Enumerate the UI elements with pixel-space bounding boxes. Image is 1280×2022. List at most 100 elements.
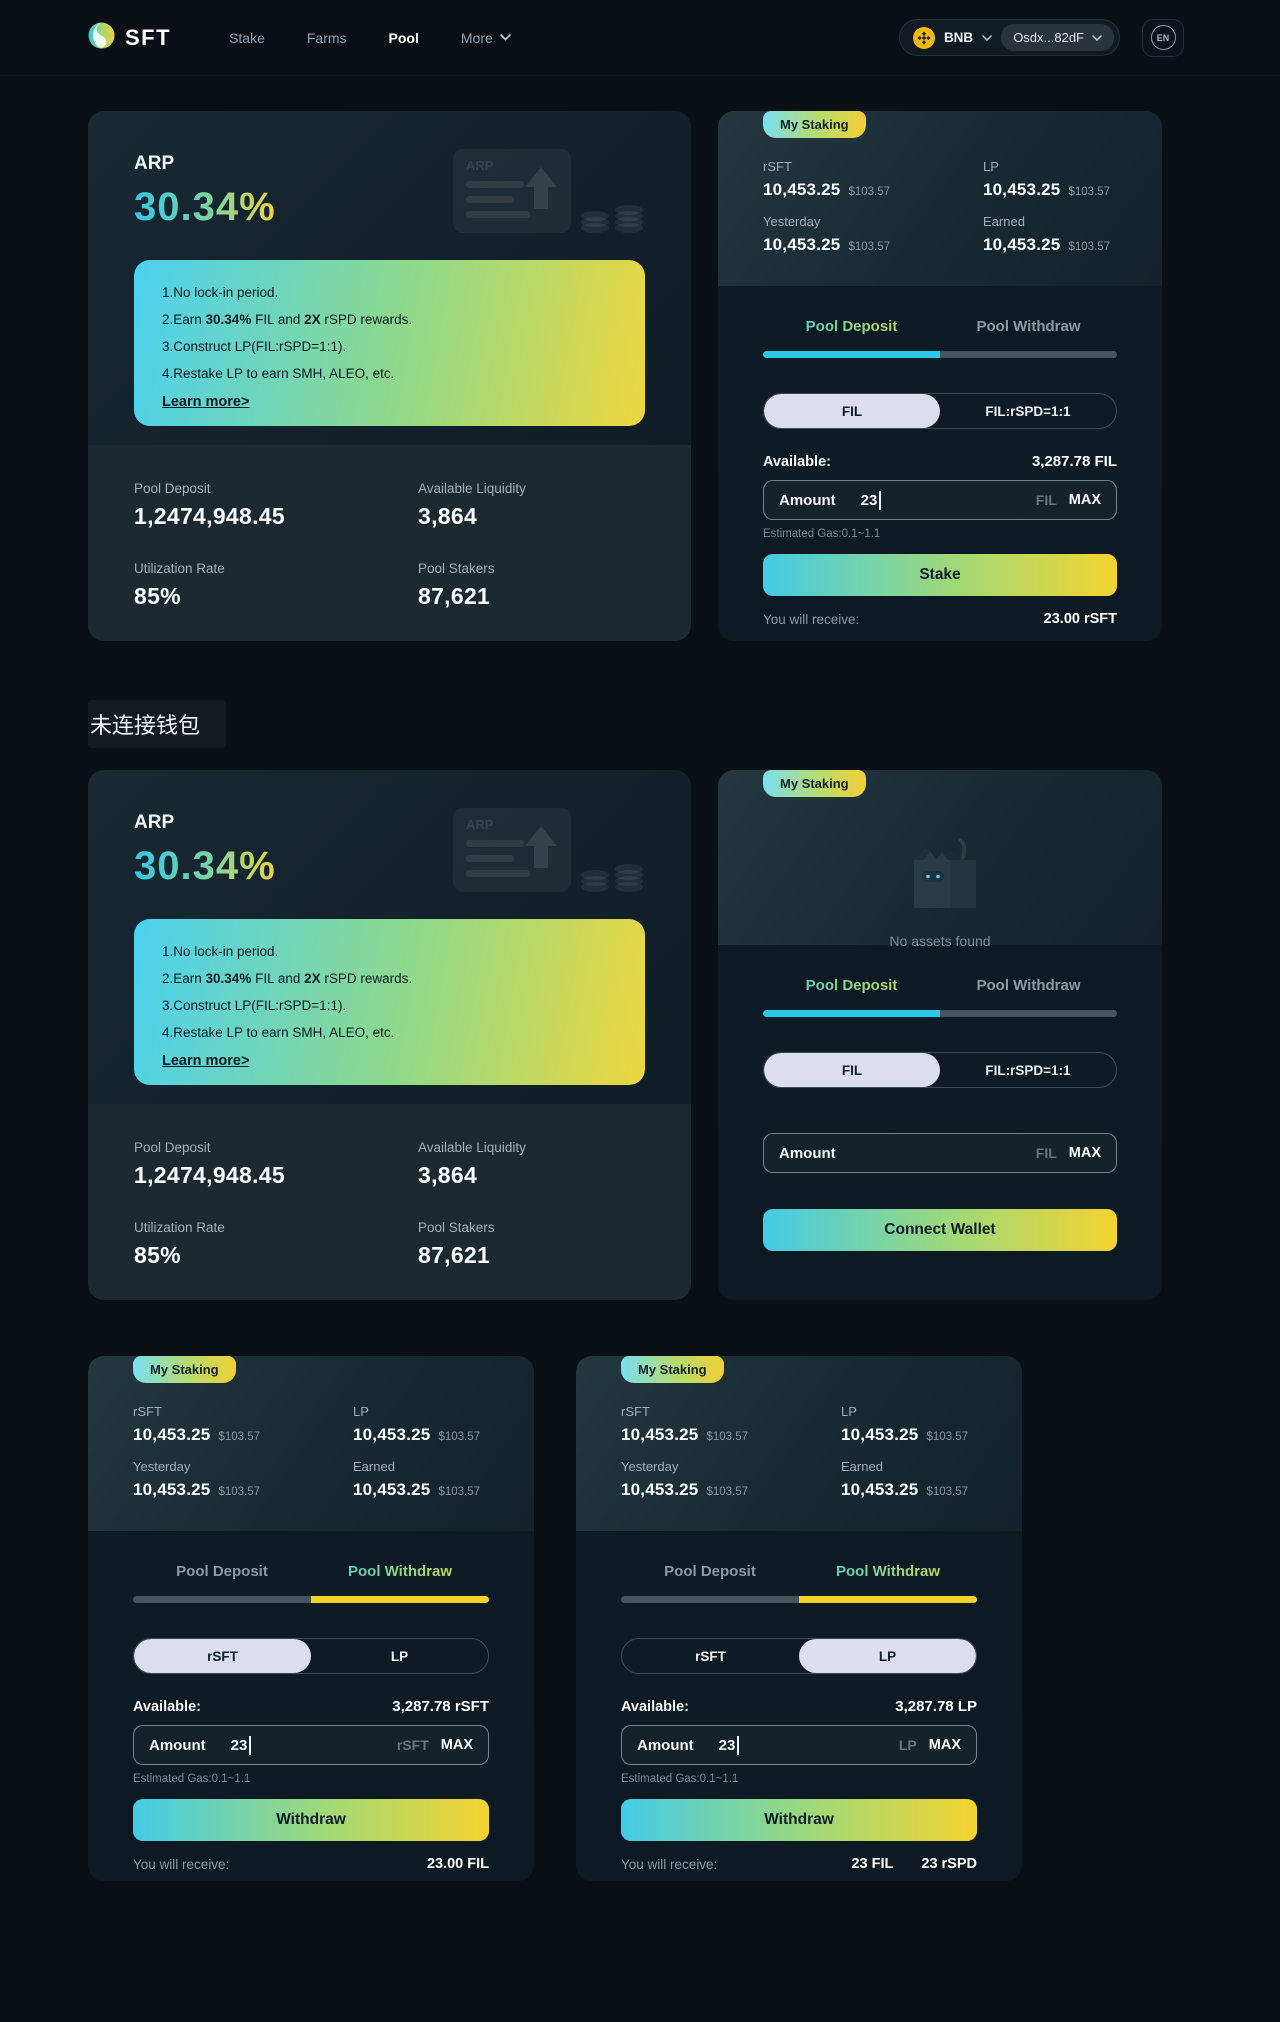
amount-value: 23 bbox=[860, 491, 878, 509]
withdraw-button[interactable]: Withdraw bbox=[133, 1799, 489, 1841]
arp-title: ARP bbox=[134, 812, 175, 833]
staking-label: rSFT bbox=[133, 1404, 162, 1419]
pool-withdraw-card-rsft: My Staking rSFT 10,453.25 $103.57 LP 10,453… bbox=[88, 1356, 534, 1881]
arp-info-card: ARP 30.34% ARP bbox=[88, 770, 691, 1300]
amount-input[interactable]: Amount 23 LP MAX bbox=[621, 1725, 977, 1765]
arp-title: ARP bbox=[134, 153, 175, 174]
my-staking-panel: My Staking rSFT 10,453.25 $103.57 LP 10,453… bbox=[576, 1356, 1022, 1531]
stat-label: Available Liquidity bbox=[418, 481, 526, 496]
amount-label: Amount bbox=[637, 1736, 694, 1754]
tab-pool-deposit[interactable]: Pool Deposit bbox=[176, 1563, 268, 1580]
my-staking-tab[interactable]: My Staking bbox=[621, 1356, 724, 1383]
chevron-down-icon bbox=[1092, 34, 1102, 41]
chevron-down-icon[interactable] bbox=[982, 34, 992, 41]
stat-value: 87,621 bbox=[418, 1242, 491, 1268]
max-button[interactable]: MAX bbox=[1068, 1145, 1101, 1161]
app-logo[interactable]: SFT bbox=[88, 22, 171, 54]
arp-illustration: ARP bbox=[453, 149, 643, 233]
arp-mini-card-label: ARP bbox=[466, 158, 494, 173]
staking-label: Earned bbox=[841, 1459, 883, 1474]
max-button[interactable]: MAX bbox=[928, 1737, 961, 1753]
staking-usd: $103.57 bbox=[438, 1486, 481, 1498]
staking-value: 10,453.25 bbox=[763, 180, 841, 199]
connect-wallet-button[interactable]: Connect Wallet bbox=[763, 1209, 1117, 1251]
language-button[interactable]: EN bbox=[1142, 18, 1184, 57]
stat-label: Pool Deposit bbox=[134, 1140, 211, 1155]
toggle-rsft[interactable]: rSFT bbox=[134, 1639, 311, 1673]
nav-item-pool[interactable]: Pool bbox=[388, 29, 419, 46]
tab-pool-deposit[interactable]: Pool Deposit bbox=[763, 318, 940, 335]
pool-deposit-card: My Staking rSFT 10,453.25 $103.57 LP 10,453… bbox=[718, 111, 1162, 641]
available-label: Available: bbox=[621, 1698, 689, 1715]
staking-usd: $103.57 bbox=[1068, 186, 1111, 198]
tab-pool-withdraw[interactable]: Pool Withdraw bbox=[311, 1563, 489, 1580]
learn-more-link[interactable]: Learn more> bbox=[162, 394, 250, 410]
stat-value: 85% bbox=[134, 583, 181, 609]
stat-value: 85% bbox=[134, 1242, 181, 1268]
staking-label: LP bbox=[841, 1404, 857, 1419]
staking-usd: $103.57 bbox=[706, 1486, 749, 1498]
toggle-fil[interactable]: FIL bbox=[764, 1053, 940, 1087]
stat-label: Available Liquidity bbox=[418, 1140, 526, 1155]
arp-rate: 30.34% bbox=[134, 185, 276, 229]
staking-label: rSFT bbox=[763, 159, 792, 174]
available-value: 3,287.78 FIL bbox=[1031, 453, 1117, 470]
my-staking-tab[interactable]: My Staking bbox=[763, 111, 866, 138]
empty-state-text: No assets found bbox=[889, 933, 991, 949]
section-note: 未连接钱包 bbox=[88, 700, 226, 748]
stat-label: Utilization Rate bbox=[134, 1220, 225, 1235]
toggle-fil[interactable]: FIL bbox=[764, 394, 940, 428]
benefit-line-2: 2.Earn 30.34% FIL and 2X rSPD rewards. bbox=[162, 312, 413, 327]
amount-label: Amount bbox=[779, 1144, 836, 1162]
stake-button[interactable]: Stake bbox=[763, 554, 1117, 596]
pool-stats: Pool Deposit 1,2474,948.45 Available Liqu… bbox=[88, 1104, 691, 1300]
tab-pool-withdraw[interactable]: Pool Withdraw bbox=[976, 977, 1081, 994]
page-content: ARP 30.34% ARP bbox=[0, 111, 1280, 1881]
amount-input[interactable]: Amount 23 rSFT MAX bbox=[133, 1725, 489, 1765]
toggle-fil-rspd[interactable]: FIL:rSPD=1:1 bbox=[985, 1062, 1071, 1078]
staking-usd: $103.57 bbox=[848, 186, 891, 198]
staking-value: 10,453.25 bbox=[621, 1480, 699, 1499]
toggle-lp[interactable]: LP bbox=[390, 1648, 409, 1664]
tab-pool-deposit[interactable]: Pool Deposit bbox=[664, 1563, 756, 1580]
staking-label: Yesterday bbox=[133, 1459, 191, 1474]
staking-value: 10,453.25 bbox=[763, 235, 841, 254]
amount-input[interactable]: Amount FIL MAX bbox=[763, 1133, 1117, 1173]
tab-pool-withdraw[interactable]: Pool Withdraw bbox=[976, 318, 1081, 335]
arrow-up-icon bbox=[523, 824, 559, 875]
amount-unit: FIL bbox=[1035, 1145, 1057, 1161]
tab-pool-deposit[interactable]: Pool Deposit bbox=[763, 977, 940, 994]
staking-usd: $103.57 bbox=[218, 1486, 261, 1498]
my-staking-tab[interactable]: My Staking bbox=[133, 1356, 236, 1383]
amount-value: 23 bbox=[718, 1736, 736, 1754]
staking-value: 10,453.25 bbox=[621, 1425, 699, 1444]
nav-item-stake[interactable]: Stake bbox=[229, 29, 265, 46]
wallet-pill: BNB Osdx...82dF bbox=[898, 19, 1120, 56]
benefits-box: 1.No lock-in period. 2.Earn 30.34% FIL a… bbox=[134, 260, 645, 426]
max-button[interactable]: MAX bbox=[1068, 492, 1101, 508]
learn-more-link[interactable]: Learn more> bbox=[162, 1053, 250, 1069]
wallet-address-selector[interactable]: Osdx...82dF bbox=[1001, 24, 1114, 51]
toggle-lp[interactable]: LP bbox=[799, 1639, 976, 1673]
main-nav: Stake Farms Pool More bbox=[229, 30, 511, 46]
benefit-line-4: 4.Restake LP to earn SMH, ALEO, etc. bbox=[162, 366, 395, 381]
tab-pool-withdraw[interactable]: Pool Withdraw bbox=[799, 1563, 977, 1580]
receive-value: 23.00 rSFT bbox=[1043, 611, 1117, 627]
toggle-fil-rspd[interactable]: FIL:rSPD=1:1 bbox=[985, 403, 1071, 419]
amount-input[interactable]: Amount 23 FIL MAX bbox=[763, 480, 1117, 520]
withdraw-button[interactable]: Withdraw bbox=[621, 1799, 977, 1841]
coins-icon bbox=[581, 864, 643, 892]
nav-item-farms[interactable]: Farms bbox=[306, 29, 347, 46]
toggle-rsft[interactable]: rSFT bbox=[695, 1648, 726, 1664]
max-button[interactable]: MAX bbox=[440, 1737, 473, 1753]
app-title: SFT bbox=[125, 24, 172, 50]
empty-box-cat-icon bbox=[892, 838, 988, 925]
arp-mini-card-label: ARP bbox=[466, 817, 494, 832]
staking-value: 10,453.25 bbox=[841, 1425, 919, 1444]
nav-item-more[interactable]: More bbox=[461, 30, 511, 46]
staking-label: LP bbox=[353, 1404, 369, 1419]
deposit-withdraw-tabs: Pool Deposit Pool Withdraw bbox=[763, 977, 1117, 994]
network-selector[interactable]: BNB bbox=[943, 30, 974, 45]
my-staking-tab[interactable]: My Staking bbox=[763, 770, 866, 797]
text-cursor bbox=[249, 1735, 251, 1755]
